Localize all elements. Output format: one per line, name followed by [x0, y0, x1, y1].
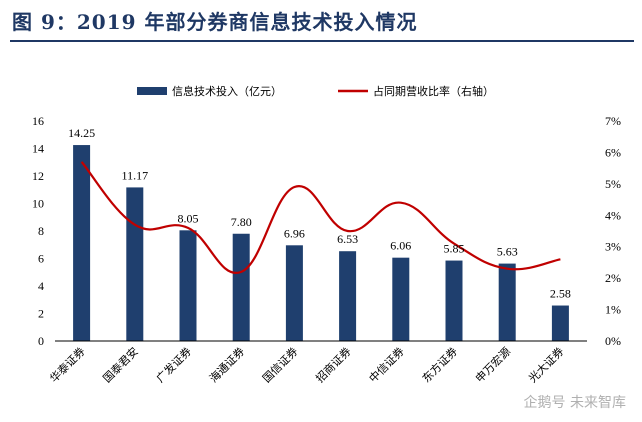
bar — [232, 233, 250, 341]
category-label: 招商证券 — [313, 344, 354, 385]
y-tick-label: 0 — [38, 334, 44, 348]
chart-title: 图 9：2019 年部分券商信息技术投入情况 — [12, 10, 418, 34]
y-tick-label: 12 — [32, 169, 44, 183]
bar — [498, 263, 516, 341]
legend: 信息技术投入（亿元） 占同期营收比率（右轴） — [137, 84, 494, 98]
ratio-line — [80, 161, 561, 274]
bar-data-label: 5.63 — [497, 245, 518, 259]
y2-tick-label: 2% — [605, 271, 621, 285]
y2-tick-label: 0% — [605, 334, 621, 348]
legend-label-line: 占同期营收比率（右轴） — [373, 84, 494, 98]
legend-swatch-bar — [137, 87, 167, 95]
left-axis-ticks: 0 2 4 6 8 10 12 14 16 — [32, 114, 44, 348]
bar-data-label: 11.17 — [122, 168, 149, 182]
bar-data-label: 7.80 — [231, 215, 252, 229]
y-tick-label: 6 — [38, 252, 44, 266]
y2-tick-label: 5% — [605, 177, 621, 191]
bar-data-labels: 14.25 11.17 8.05 7.80 6.96 6.53 6.06 5.85 5.63 2.… — [68, 126, 571, 300]
y2-tick-label: 7% — [605, 114, 621, 128]
bar — [392, 257, 410, 341]
bar — [126, 187, 144, 341]
category-label: 海通证券 — [206, 344, 247, 385]
y2-tick-label: 3% — [605, 240, 621, 254]
bar-data-label: 6.96 — [284, 226, 305, 240]
bar — [73, 145, 91, 341]
bar-data-label: 8.05 — [178, 211, 199, 225]
category-label: 华泰证券 — [47, 344, 88, 385]
title-underline — [10, 40, 634, 42]
bar — [445, 260, 463, 341]
y-tick-label: 4 — [38, 279, 44, 293]
bar — [285, 245, 303, 341]
watermark: 企鹅号 未来智库 — [523, 395, 626, 411]
right-axis-ticks: 0% 1% 2% 3% 4% 5% 6% 7% — [605, 114, 621, 348]
bar — [179, 230, 197, 341]
y-tick-label: 8 — [38, 224, 44, 238]
y-tick-label: 14 — [32, 142, 44, 156]
y2-tick-label: 6% — [605, 145, 621, 159]
category-label: 申万宏源 — [472, 344, 513, 385]
category-label: 广发证券 — [153, 344, 194, 385]
category-label: 中信证券 — [366, 344, 407, 385]
bar-series — [73, 145, 569, 341]
bar-data-label: 14.25 — [68, 126, 95, 140]
category-label: 国泰君安 — [100, 344, 141, 385]
bar-data-label: 2.58 — [550, 287, 571, 301]
y-tick-label: 16 — [32, 114, 44, 128]
bar-data-label: 5.85 — [444, 242, 465, 256]
bar — [551, 305, 569, 341]
bar-data-label: 6.06 — [390, 239, 411, 253]
bar — [339, 251, 357, 341]
legend-label-bar: 信息技术投入（亿元） — [172, 84, 282, 98]
y-tick-label: 2 — [38, 307, 44, 321]
category-label: 东方证券 — [419, 344, 460, 385]
category-label: 国信证券 — [260, 344, 301, 385]
y2-tick-label: 4% — [605, 208, 621, 222]
bar-data-label: 6.53 — [337, 232, 358, 246]
y-tick-label: 10 — [32, 197, 44, 211]
category-labels: 华泰证券 国泰君安 广发证券 海通证券 国信证券 招商证券 中信证券 东方证券 申万宏源 光大证券 — [47, 344, 567, 385]
category-label: 光大证券 — [526, 344, 567, 385]
y2-tick-label: 1% — [605, 303, 621, 317]
